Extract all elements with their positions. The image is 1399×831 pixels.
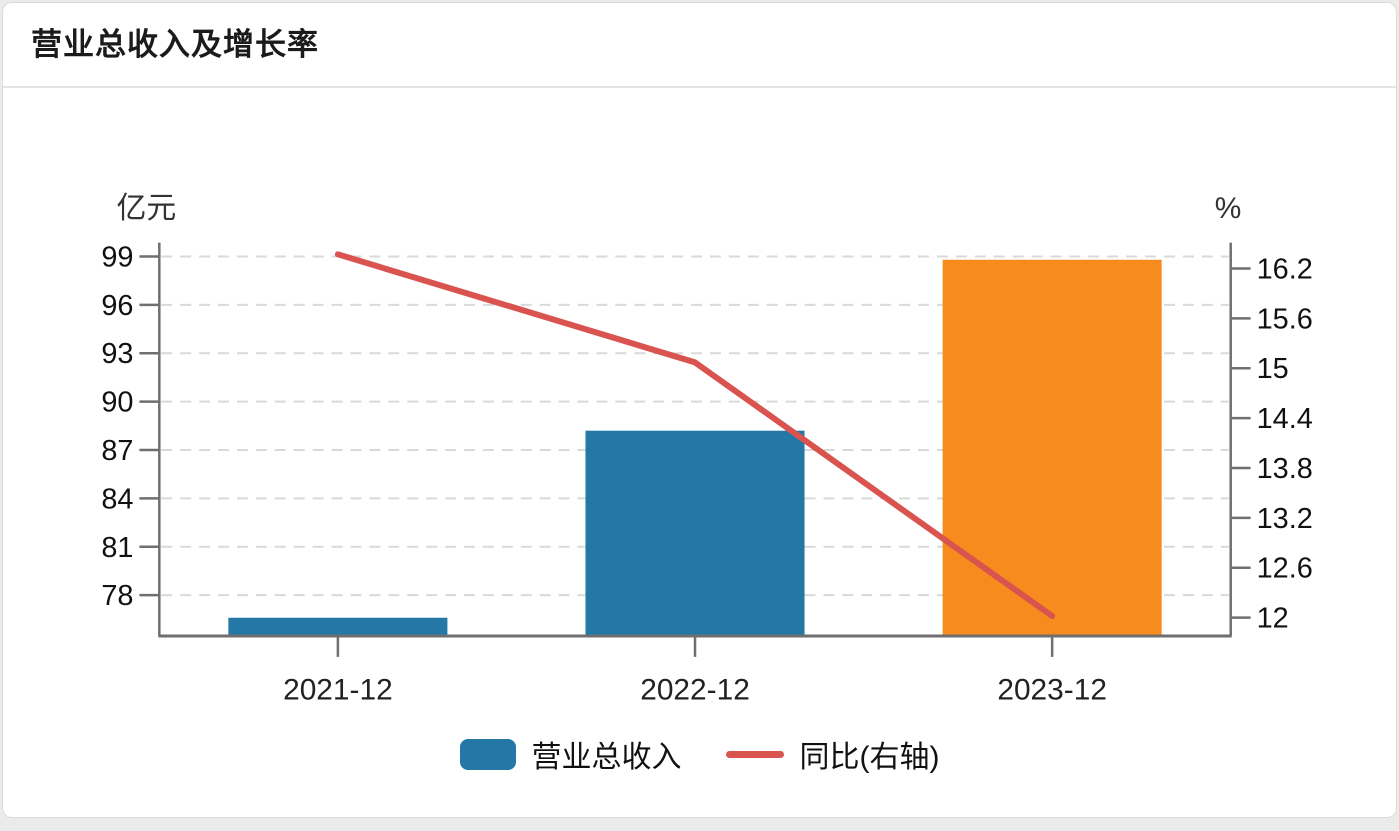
legend-item-revenue: 营业总收入 <box>459 732 682 776</box>
right-axis-tick-label: 12 <box>1257 603 1289 635</box>
right-axis-tick-label: 15 <box>1257 353 1289 385</box>
left-axis-tick-label: 78 <box>101 580 133 612</box>
legend-item-growth: 同比(右轴) <box>725 732 940 776</box>
x-axis-label-2022-12: 2022-12 <box>640 674 750 707</box>
left-axis-tick-label: 87 <box>101 435 133 467</box>
legend-line-swatch <box>725 750 784 758</box>
right-axis-tick-label: 12.6 <box>1257 553 1313 585</box>
x-axis-label-2021-12: 2021-12 <box>283 674 393 707</box>
right-axis-tick-label: 14.4 <box>1257 403 1313 435</box>
chart-card: 营业总收入及增长率 78 81 84 87 90 93 96 99 12 12.6 13.2 13.8… <box>2 2 1397 818</box>
legend-label-growth: 同比(右轴) <box>799 741 940 774</box>
x-axis-label-2023-12: 2023-12 <box>997 674 1107 707</box>
left-axis-tick-label: 99 <box>101 241 133 273</box>
left-axis-unit-label: 亿元 <box>117 192 177 225</box>
legend-bar-swatch <box>459 738 516 770</box>
bar-2021-12[interactable] <box>228 617 448 636</box>
chart-legend: 营业总收入 同比(右轴) <box>3 732 1396 776</box>
legend-label-revenue: 营业总收入 <box>531 741 682 774</box>
right-axis-unit-label: % <box>1215 192 1242 225</box>
left-axis-tick-label: 90 <box>101 387 133 419</box>
left-axis-tick-label: 93 <box>101 338 133 370</box>
chart-canvas: 78 81 84 87 90 93 96 99 12 12.6 13.2 13.8 14.4 15 15.6… <box>101 192 1313 707</box>
right-axis-tick-label: 16.2 <box>1257 253 1313 285</box>
right-axis-tick-label: 15.6 <box>1257 303 1313 335</box>
left-axis-tick-label: 81 <box>101 532 133 564</box>
left-axis-tick-label: 96 <box>101 290 133 322</box>
growth-line[interactable] <box>334 251 1056 620</box>
card-header: 营业总收入及增长率 <box>3 3 1396 88</box>
right-axis-tick-label: 13.2 <box>1257 503 1313 535</box>
bar-2022-12[interactable] <box>585 430 805 636</box>
left-axis-tick-label: 84 <box>101 483 133 515</box>
right-axis-tick-label: 13.8 <box>1257 453 1313 485</box>
chart-title: 营业总收入及增长率 <box>31 27 319 62</box>
bar-2023-12[interactable] <box>942 259 1162 636</box>
